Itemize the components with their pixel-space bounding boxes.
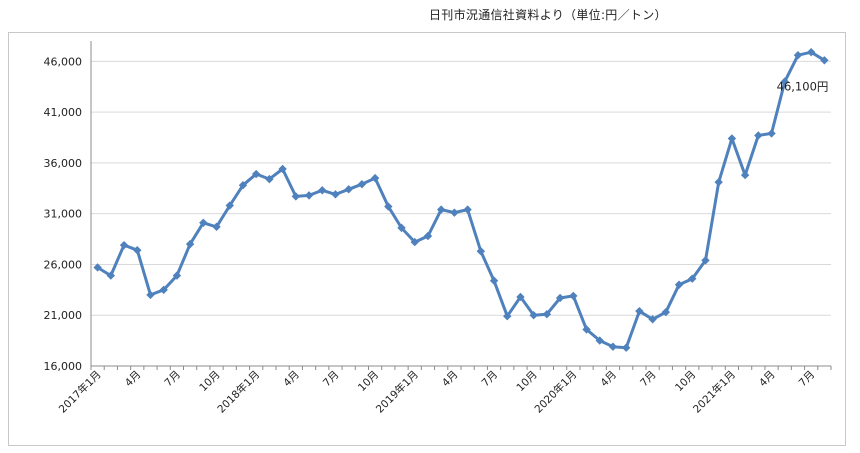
x-tick-label: 2021年1月 [690,368,738,416]
y-tick-label: 36,000 [44,157,83,170]
data-point [106,271,116,280]
data-point [278,164,287,174]
x-tick-label: 2018年1月 [215,368,263,416]
data-point [648,315,657,324]
x-tick-label: 7月 [638,369,659,390]
x-tick-label: 4月 [281,369,302,390]
data-point [701,256,710,265]
data-point [582,325,591,334]
data-point [397,223,406,233]
data-point [503,312,512,321]
data-point [661,307,671,317]
data-point [489,276,499,285]
data-point [595,336,604,345]
data-point [370,173,380,183]
x-tick-label: 10月 [197,369,222,394]
data-point [436,205,446,214]
data-point [318,186,327,195]
data-point [344,185,353,194]
chart-area: 16,000 21,000 26,000 31,000 36,000 41,000 46,0… [8,32,846,446]
data-point [265,174,274,184]
data-point [119,240,129,250]
x-tick-label: 10月 [673,369,698,394]
y-tick-label: 21,000 [44,309,83,322]
data-point [727,134,737,143]
data-label: 46,100円 [777,79,829,93]
y-tick-label: 26,000 [44,258,83,271]
y-tick-label: 46,000 [44,55,83,68]
x-tick-label: 4月 [440,369,461,390]
data-point [199,218,208,227]
data-point [304,191,314,200]
source-note: 日刊市況通信社資料より（単位:円／トン） [429,8,667,22]
data-point [423,231,433,241]
data-point [93,263,102,272]
data-point [569,291,578,301]
data-point [463,205,472,214]
data-point [251,169,261,179]
data-point [159,285,168,295]
data-point [225,201,234,210]
x-tick-label: 7月 [321,369,342,390]
data-point [608,342,618,351]
data-point [185,239,195,249]
x-tick-label: 4月 [123,369,144,390]
x-tick-label: 4月 [598,369,619,390]
x-tick-label: 7月 [162,369,183,390]
series-line [96,50,826,350]
line-chart: 16,000 21,000 26,000 31,000 36,000 41,000 46,0… [44,41,832,416]
data-point [767,129,776,138]
x-tick-label: 2019年1月 [373,368,421,416]
x-tick-label: 2020年1月 [532,368,580,416]
data-point [291,192,301,201]
y-tick-label: 31,000 [44,208,83,221]
y-tick-label: 16,000 [44,360,83,373]
data-point [529,311,538,320]
data-point [635,306,644,316]
data-point [410,237,419,247]
data-point [331,190,340,199]
data-point [621,343,631,352]
data-point [555,293,565,303]
data-point [476,247,486,256]
data-point [133,246,142,255]
data-point [820,56,829,65]
x-tick-label: 10月 [356,369,381,394]
data-point [212,222,221,232]
x-tick-label: 10月 [514,369,539,394]
data-point [674,280,684,289]
x-tick-label: 2017年1月 [56,368,104,416]
data-point [357,180,367,189]
data-point [542,310,552,319]
y-tick-label: 41,000 [44,106,83,119]
data-point [714,177,723,187]
data-point [780,77,789,86]
x-tick-label: 7月 [797,369,818,390]
x-tick-label: 7月 [480,369,501,390]
data-point [688,274,697,283]
data-point [793,51,803,60]
x-tick-label: 4月 [757,369,778,390]
data-point [450,208,459,217]
data-point [740,170,750,180]
data-point [754,131,763,140]
data-point [146,290,155,300]
data-point [172,271,182,280]
data-point [806,47,816,57]
data-point [384,202,393,211]
data-point [238,181,248,190]
